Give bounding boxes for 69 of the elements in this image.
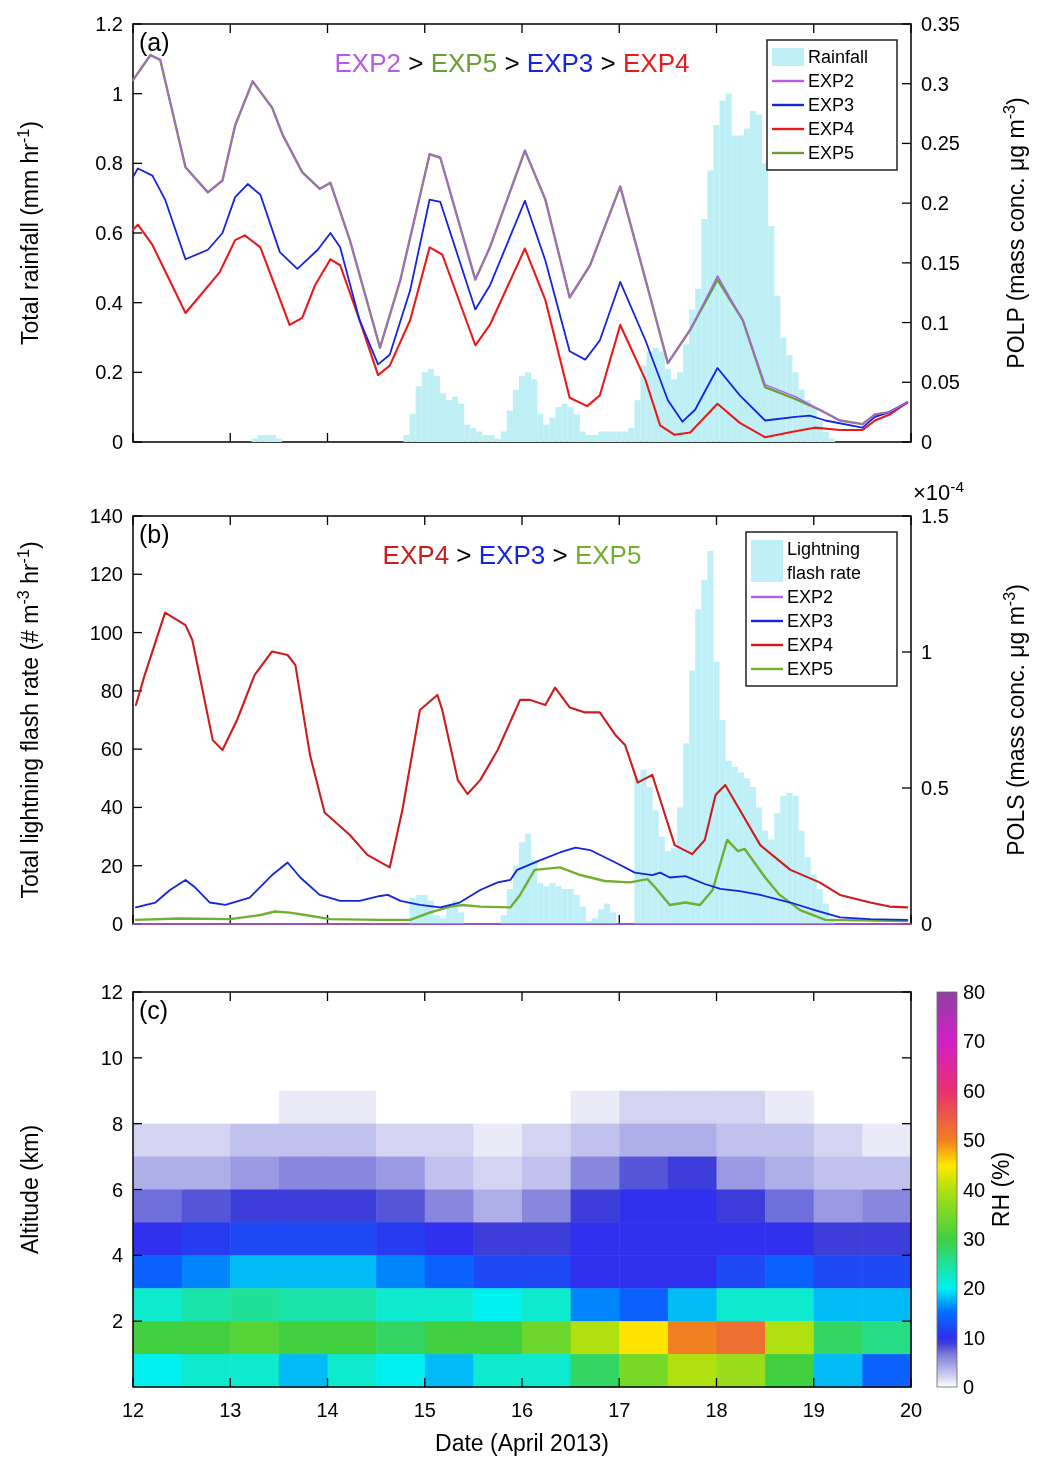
y-tick-label: 1.2 xyxy=(95,13,123,35)
y2-tick-label: 0.35 xyxy=(921,13,960,35)
color-bar-label: 10 xyxy=(963,1326,986,1349)
color-bar-label: 70 xyxy=(963,1030,986,1053)
color-bar-label: 60 xyxy=(963,1079,986,1102)
y2-tick-label: 1.5 xyxy=(921,505,949,527)
color-bar-label: 50 xyxy=(963,1129,986,1152)
y2-tick-label: 0.05 xyxy=(921,371,960,394)
y-axis-title: Altitude (km) xyxy=(17,1124,43,1255)
color-bar-label: 40 xyxy=(963,1178,986,1201)
y2-tick-label: 0.5 xyxy=(921,777,949,799)
y-tick-label: 6 xyxy=(111,1178,123,1201)
y-tick-label: 120 xyxy=(89,563,123,586)
y-tick-label: 0 xyxy=(111,913,123,935)
y-tick-label: 80 xyxy=(100,679,123,702)
y2-tick-label: 0 xyxy=(921,431,933,453)
x-tick-label: 16 xyxy=(510,1399,534,1421)
y-tick-label: 0.8 xyxy=(95,152,123,175)
y-tick-label: 0.2 xyxy=(95,361,123,384)
annotation: (a) xyxy=(139,28,170,56)
y-tick-label: 12 xyxy=(100,981,123,1003)
annotation: (b) xyxy=(139,520,170,548)
y2-tick-label: 0.2 xyxy=(921,192,949,215)
x-tick-label: 20 xyxy=(899,1399,923,1421)
y-tick-label: 2 xyxy=(111,1310,123,1333)
annotation: EXP4 > EXP3 > EXP5 xyxy=(382,540,642,570)
legend-label: EXP3 xyxy=(787,611,834,631)
y2-tick-label: 0 xyxy=(921,913,933,935)
x-tick-label: 18 xyxy=(705,1399,728,1421)
y2-tick-label: 0.3 xyxy=(921,72,949,95)
x-tick-label: 17 xyxy=(608,1399,631,1421)
y-tick-label: 10 xyxy=(100,1046,123,1069)
x-tick-label: 19 xyxy=(802,1399,825,1421)
annotation: EXP2 > EXP5 > EXP3 > EXP4 xyxy=(334,48,690,78)
legend-label: Lightning flash rate xyxy=(787,539,862,583)
legend-label: EXP2 xyxy=(808,71,855,91)
y2-tick-label: 0.1 xyxy=(921,311,949,334)
annotation: (c) xyxy=(139,996,169,1024)
color-bar-label: 0 xyxy=(963,1376,975,1398)
x-tick-label: 15 xyxy=(413,1399,436,1421)
legend-label: EXP2 xyxy=(787,587,834,607)
legend-label: EXP3 xyxy=(808,95,855,115)
color-bar-label: 80 xyxy=(963,981,986,1003)
y-tick-label: 8 xyxy=(111,1112,123,1135)
y-tick-label: 40 xyxy=(100,796,123,819)
y-tick-label: 0.4 xyxy=(95,291,123,314)
legend-label: EXP4 xyxy=(808,119,855,139)
x-axis-title: Date (April 2013) xyxy=(435,1430,609,1456)
x-tick-label: 13 xyxy=(219,1399,242,1421)
color-bar-label: 20 xyxy=(963,1277,986,1300)
y2-tick-label: 1 xyxy=(921,641,933,663)
y-tick-label: 60 xyxy=(100,738,123,761)
y-tick-label: 140 xyxy=(89,505,123,527)
color-bar-label: 30 xyxy=(963,1227,986,1250)
y-tick-label: 20 xyxy=(100,854,123,877)
legend-label: EXP5 xyxy=(787,659,834,679)
legend-label: EXP5 xyxy=(808,143,855,163)
y2-tick-label: 0.25 xyxy=(921,132,960,155)
y2-tick-label: 0.15 xyxy=(921,251,960,274)
color-bar-title: RH (%) xyxy=(988,1151,1014,1228)
y-tick-label: 100 xyxy=(89,621,123,644)
y-tick-label: 0 xyxy=(111,431,123,453)
legend-label: Rainfall xyxy=(808,47,869,67)
y-tick-label: 0.6 xyxy=(95,222,123,244)
legend-label: EXP4 xyxy=(787,635,834,655)
y-tick-label: 4 xyxy=(111,1244,123,1267)
text: ×10$^{-4}$ xyxy=(913,477,965,505)
x-tick-label: 14 xyxy=(316,1399,339,1421)
y-tick-label: 1 xyxy=(111,82,123,105)
